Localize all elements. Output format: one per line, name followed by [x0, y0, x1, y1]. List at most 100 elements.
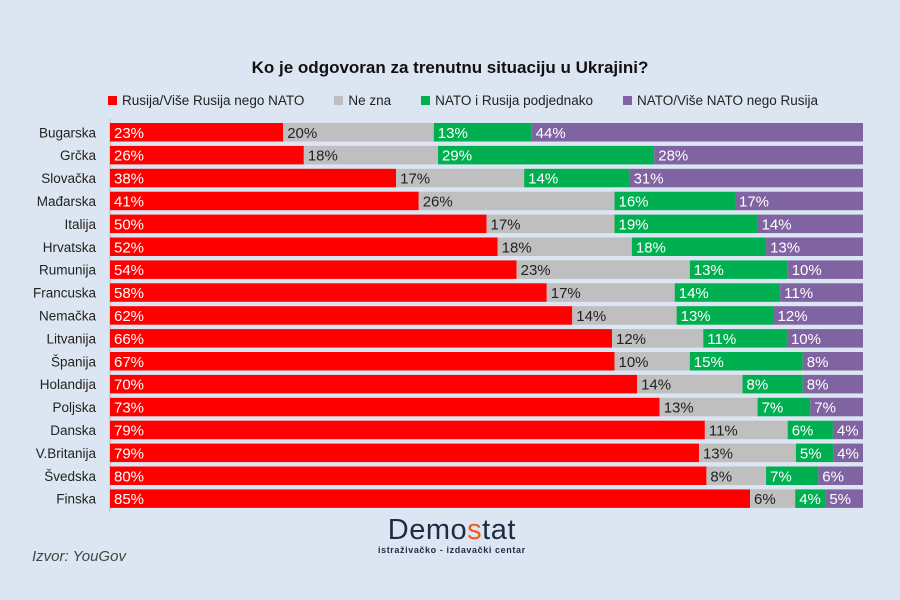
- bar-segment: [674, 283, 781, 302]
- data-label: 73%: [114, 400, 144, 417]
- legend-label: NATO/Više NATO nego Rusija: [636, 93, 819, 108]
- bar-segment: [396, 168, 525, 188]
- data-label: 26%: [114, 148, 144, 165]
- data-label: 11%: [784, 285, 813, 302]
- bar-segment: [818, 466, 863, 485]
- bar-segment: [546, 283, 675, 302]
- bar-segment: [418, 191, 615, 211]
- category-label: Nemačka: [39, 308, 97, 323]
- data-label: 4%: [837, 445, 859, 462]
- bar-segment: [802, 352, 863, 371]
- category-label: Finska: [56, 492, 96, 507]
- bar-segment: [110, 352, 615, 371]
- bar-segment: [110, 283, 547, 302]
- bar-segment: [110, 145, 304, 165]
- legend-item: NATO i Rusija podjednako: [421, 93, 593, 108]
- data-label: 23%: [114, 125, 144, 142]
- bar-segment: [497, 237, 632, 256]
- bar-segment: [614, 191, 735, 211]
- data-label: 29%: [442, 148, 472, 165]
- bar-segment: [283, 123, 434, 142]
- bar-segment: [629, 168, 863, 188]
- data-label: 13%: [664, 400, 694, 417]
- category-label: Holandija: [40, 377, 97, 392]
- bar-segment: [614, 352, 690, 371]
- demostat-logo: Demostat istraživačko - izdavački centar: [378, 514, 526, 555]
- bar-segment: [706, 466, 767, 485]
- data-label: 6%: [822, 468, 844, 485]
- bar-segment: [110, 443, 699, 463]
- data-label: 14%: [641, 377, 671, 394]
- data-label: 79%: [114, 445, 144, 462]
- legend-item: Ne zna: [334, 93, 391, 108]
- category-label: Francuska: [33, 286, 97, 301]
- bar-segment: [734, 191, 863, 211]
- bar-segment: [438, 145, 655, 165]
- bar-segment: [795, 443, 834, 463]
- category-label: Hrvatska: [43, 240, 97, 255]
- data-label: 8%: [807, 354, 829, 371]
- bar-segment: [676, 306, 774, 325]
- data-label: 26%: [423, 193, 453, 210]
- bar-segment: [833, 443, 863, 463]
- bar-segment: [110, 420, 705, 440]
- bar-segment: [612, 329, 704, 348]
- data-label: 5%: [800, 445, 822, 462]
- category-label: Rumunija: [39, 263, 97, 278]
- bar-segment: [637, 374, 743, 394]
- bar-segment: [750, 489, 796, 508]
- bar-segment: [110, 489, 751, 508]
- data-label: 10%: [619, 354, 649, 371]
- category-label: V.Britanija: [36, 446, 97, 461]
- data-label: 4%: [837, 422, 859, 439]
- data-label: 12%: [778, 308, 808, 325]
- data-label: 62%: [114, 308, 144, 325]
- legend-swatch: [108, 96, 117, 105]
- data-label: 17%: [739, 193, 769, 210]
- data-label: 41%: [114, 193, 144, 210]
- bar-segment: [572, 306, 677, 325]
- bar-segment: [516, 260, 690, 279]
- data-label: 19%: [619, 216, 649, 233]
- bar-segment: [303, 145, 439, 165]
- bar-segment: [825, 489, 863, 508]
- category-label: Italija: [64, 217, 96, 232]
- data-label: 44%: [536, 125, 566, 142]
- data-label: 52%: [114, 239, 144, 256]
- category-label: Španija: [51, 354, 97, 369]
- data-label: 17%: [491, 216, 521, 233]
- data-label: 54%: [114, 262, 144, 279]
- data-label: 80%: [114, 468, 144, 485]
- bar-segment: [742, 374, 803, 394]
- bar-segment: [110, 168, 397, 188]
- data-label: 10%: [792, 262, 822, 279]
- data-label: 10%: [791, 331, 821, 348]
- data-label: 31%: [634, 171, 664, 188]
- bar-segment: [110, 260, 517, 279]
- bar-segment: [757, 214, 863, 234]
- bar-segment: [659, 397, 758, 417]
- data-label: 23%: [521, 262, 551, 279]
- legend-swatch: [421, 96, 431, 105]
- bar-segment: [110, 214, 487, 234]
- bar-segment: [787, 420, 833, 440]
- category-label: Poljska: [52, 400, 96, 415]
- bar-segment: [787, 260, 863, 279]
- bar-segment: [802, 374, 863, 394]
- data-label: 13%: [438, 125, 468, 142]
- chart-title: Ko je odgovoran za trenutnu situaciju u …: [251, 58, 649, 77]
- bar-segment: [780, 283, 863, 302]
- bar-segment: [531, 123, 863, 142]
- bar-segment: [810, 397, 863, 417]
- data-label: 58%: [114, 285, 144, 302]
- bar-segment: [110, 123, 284, 142]
- bar-segment: [110, 191, 419, 211]
- bar-segment: [486, 214, 615, 234]
- data-label: 7%: [814, 400, 836, 417]
- category-label: Slovačka: [41, 171, 96, 186]
- category-label: Danska: [50, 423, 96, 438]
- data-label: 14%: [528, 171, 558, 188]
- category-label: Bugarska: [39, 125, 97, 140]
- bar-segment: [766, 237, 863, 256]
